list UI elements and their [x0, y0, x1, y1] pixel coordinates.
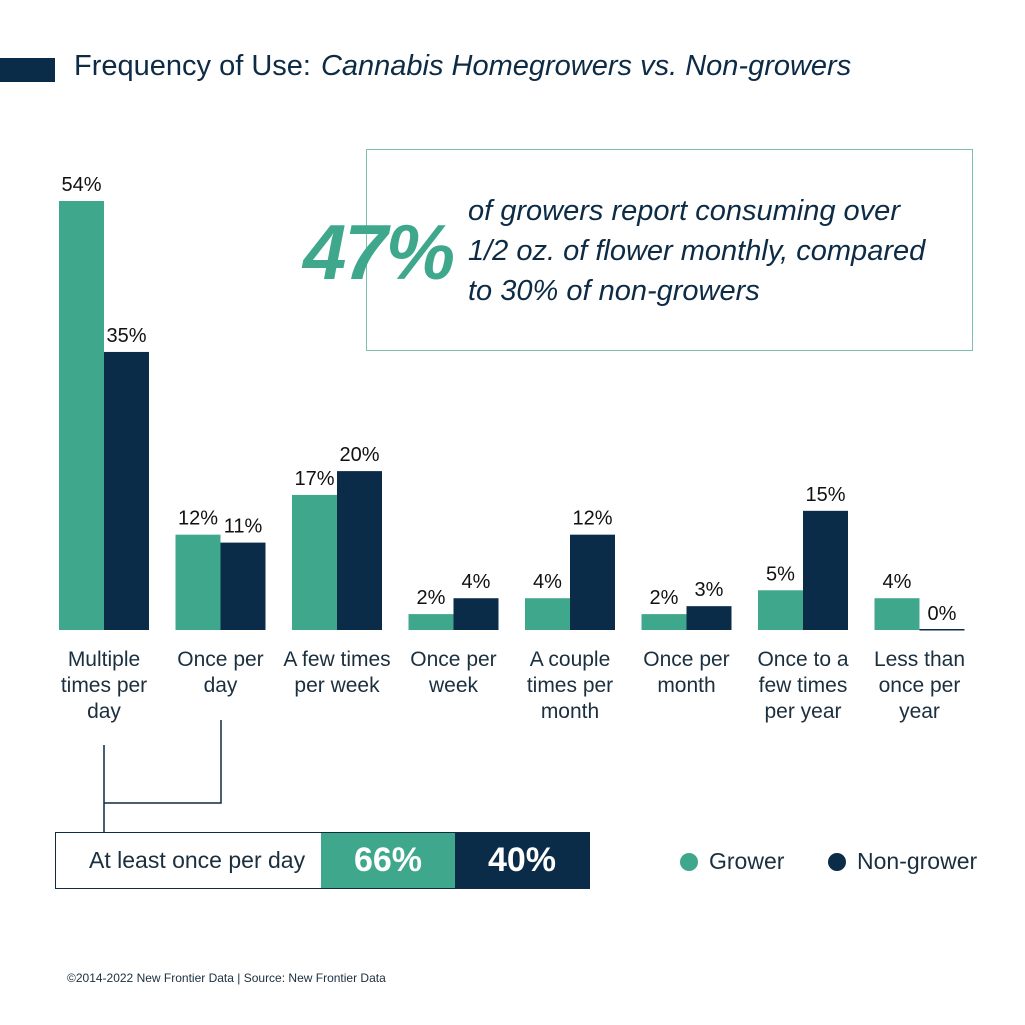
category-label-line: month	[540, 700, 600, 723]
category-label-line: year	[899, 700, 940, 723]
category-label-1: Once per day	[161, 647, 281, 699]
category-label-2: A few times per week	[277, 647, 397, 699]
non-grower-dot-icon	[828, 852, 846, 871]
category-label-line: A few times	[283, 648, 391, 671]
data-label-grower-6: 5%	[766, 563, 795, 585]
category-label-0: Multiple times per day	[44, 647, 164, 725]
category-label-4: A couple times per month	[510, 647, 630, 725]
bar-grower-3	[408, 614, 454, 630]
category-label-line: Once per	[177, 648, 264, 671]
callout-box	[366, 149, 973, 351]
category-label-line: few times	[758, 674, 848, 697]
callout-text: of growers report consuming over 1/2 oz.…	[468, 195, 926, 307]
data-label-grower-3: 2%	[417, 587, 446, 609]
data-label-non-grower-5: 3%	[695, 579, 724, 601]
legend-non-grower-label: Non-grower	[857, 848, 978, 874]
title-main: Frequency of Use:	[74, 50, 311, 82]
summary-bracket	[103, 720, 222, 832]
bar-non-grower-2	[337, 471, 382, 630]
data-label-grower-7: 4%	[883, 571, 912, 593]
data-label-grower-0: 54%	[61, 174, 101, 196]
data-label-grower-2: 17%	[294, 468, 334, 490]
category-label-line: Multiple	[67, 648, 141, 671]
summary-box: At least once per day 66% 40%	[55, 832, 590, 889]
category-label-line: per year	[764, 700, 842, 723]
category-label-line: times per	[526, 674, 614, 697]
bar-grower-4	[525, 598, 570, 630]
title-subtitle: Cannabis Homegrowers vs. Non-growers	[320, 50, 852, 82]
bar-non-grower-0	[104, 351, 149, 630]
bar-grower-5	[641, 614, 687, 630]
data-label-non-grower-6: 15%	[805, 484, 845, 506]
callout-value: 47%	[303, 208, 455, 296]
data-label-non-grower-7: 0%	[928, 603, 957, 625]
category-label-3: Once per week	[394, 647, 514, 699]
data-label-grower-1: 12%	[178, 508, 218, 530]
data-label-non-grower-4: 12%	[572, 508, 612, 530]
category-label-line: day	[87, 700, 121, 723]
data-label-non-grower-2: 20%	[339, 444, 379, 466]
category-label-line: times per	[60, 674, 148, 697]
category-label-line: Once per	[410, 648, 497, 671]
bar-non-grower-1	[220, 542, 266, 630]
bar-non-grower-3	[453, 598, 499, 630]
category-label-6: Once to a few times per year	[743, 647, 863, 725]
category-label-5: Once per month	[627, 647, 747, 699]
summary-label: At least once per day	[89, 847, 306, 873]
bar-grower-0	[59, 201, 104, 630]
data-label-non-grower-0: 35%	[106, 325, 146, 347]
category-label-line: Once per	[643, 648, 730, 671]
summary-non-grower-value: 40%	[455, 833, 589, 888]
bar-grower-7	[874, 598, 920, 630]
legend-grower-label: Grower	[709, 848, 785, 874]
data-label-non-grower-1: 11%	[224, 516, 263, 538]
summary-grower-value: 66%	[321, 833, 455, 888]
category-label-line: Once to a	[757, 648, 849, 671]
data-label-non-grower-3: 4%	[462, 571, 491, 593]
bar-non-grower-6	[803, 510, 848, 630]
category-label-line: week	[428, 674, 479, 697]
bar-grower-1	[175, 534, 221, 630]
legend-grower: Grower	[680, 848, 784, 875]
category-label-line: day	[203, 674, 238, 697]
category-label-line: once per	[878, 674, 961, 697]
bar-non-grower-4	[570, 534, 615, 630]
data-label-grower-5: 2%	[650, 587, 679, 609]
footer-credit: ©2014-2022 New Frontier Data | Source: N…	[67, 971, 386, 985]
chart-title: Frequency of Use: Cannabis Homegrowers vs…	[74, 50, 851, 83]
data-label-grower-4: 4%	[533, 571, 562, 593]
bar-grower-6	[758, 590, 803, 630]
legend-non-grower: Non-grower	[828, 848, 977, 875]
bar-non-grower-7	[919, 629, 965, 631]
bar-grower-2	[292, 494, 337, 630]
category-label-line: Less than	[873, 648, 966, 671]
grower-dot-icon	[680, 852, 698, 871]
category-label-line: A couple	[529, 648, 611, 671]
bar-non-grower-5	[686, 606, 732, 630]
title-accent-bar	[0, 58, 55, 82]
category-label-line: per week	[294, 674, 380, 697]
category-label-line: month	[657, 674, 716, 697]
category-label-7: Less than once per year	[860, 647, 980, 725]
